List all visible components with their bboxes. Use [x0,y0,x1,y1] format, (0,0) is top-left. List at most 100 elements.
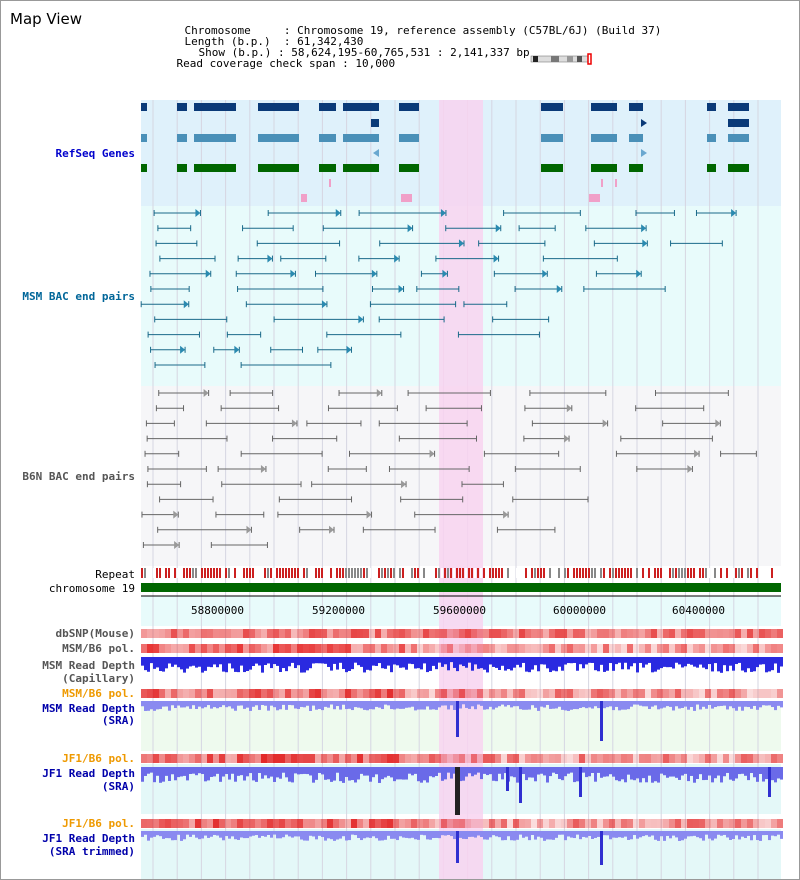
dbsnp-strip [681,629,687,638]
jf1-trim-depth-bar [147,831,150,841]
repeat-mark [318,568,320,578]
jf1-b6-pol-strip [381,819,387,828]
dbsnp-strip [213,629,219,638]
repeat-mark [552,568,554,578]
msm-sra-depth-bar [276,701,279,711]
jf1-sra-depth-bar [336,767,339,773]
msm-cap-depth-bar [285,657,288,672]
jf1-trim-depth-bar [483,831,486,840]
msm-sra-depth-bar [480,701,483,706]
repeat-mark [549,568,551,578]
jf1-trim-depth-bar [561,831,564,835]
jf1-sra-depth-bar [153,767,156,783]
msm-sra-depth-bar [717,701,720,707]
dbsnp-strip [255,629,261,638]
jf1-sra-depth-bar [630,767,633,780]
b6n-bac-pair [260,465,266,473]
msm-cap-depth-bar [756,657,759,668]
jf1-trim-depth-bar [231,831,234,837]
msm-bac-pair [636,269,642,278]
repeat-mark [453,568,455,578]
gene-feature [728,119,749,127]
length-value: 61,342,430 [297,35,364,48]
msm-b6-pol-strip [531,689,537,698]
b6n-bac-pair [503,510,509,519]
msm-sra-depth-bar [483,701,486,710]
msm-cap-depth-bar [519,657,522,668]
jf1-b6-pol-strip [417,754,423,763]
repeat-mark [474,568,476,578]
msm-cap-depth-bar [411,657,414,665]
jf1-trim-depth-bar [486,831,489,840]
repeat-mark [345,568,347,578]
msm-sra-depth-bar [318,701,321,709]
msm-sra-depth-bar [444,701,447,706]
msm-sra-depth-bar [399,701,402,709]
dbsnp-strip [375,629,381,638]
repeat-mark [270,568,272,578]
gene-feature [141,103,147,111]
repeat-mark [606,568,608,578]
jf1-trim-depth-bar [738,831,741,840]
jf1-trim-depth-bar [441,831,444,836]
chromosome-ideogram[interactable] [529,53,595,65]
jf1-trim-depth-bar [537,831,540,837]
msm-bac-pair [290,269,296,278]
jf1-trim-depth-bar [465,831,468,840]
dbsnp-strip [561,629,567,638]
repeat-mark [405,568,407,578]
msm-b6-pol-strip [621,689,627,698]
msm-sra-depth-bar [507,701,510,706]
repeat-mark [639,568,641,578]
jf1-trim-depth-bar [336,831,339,840]
gene-feature [629,134,643,142]
jf1-b6-pol-strip [513,819,519,828]
msm-bac-pair [234,345,240,354]
repeat-mark [228,568,230,578]
jf1-trim-depth-bar [726,831,729,838]
jf1-b6-pol-strip [327,819,333,828]
msm-b6-pol-strip [705,689,711,698]
msm-cap-depth-bar [564,657,567,665]
dbsnp-strip [351,629,357,638]
msm-b6-pol-strip [603,644,609,653]
jf1-trim-depth-bar [597,831,600,837]
jf1-b6-pol-strip [405,819,411,828]
jf1-sra-depth-bar [648,767,651,776]
gene-feature [373,149,379,157]
msm-sra-depth-bar [423,701,426,710]
jf1-b6-pol-strip [669,754,675,763]
track-label-jf1-b6-pol-1: JF1/B6 pol. [62,752,135,765]
jf1-sra-depth-bar [666,767,669,778]
msm-sra-depth-bar [321,701,324,711]
repeat-mark [759,568,761,578]
jf1-sra-depth-bar [474,767,477,775]
msm-b6-pol-strip [297,689,303,698]
msm-b6-pol-strip [585,689,591,698]
msm-b6-pol-strip [573,689,579,698]
jf1-b6-pol-strip [621,819,627,828]
msm-sra-depth-bar [189,701,192,709]
msm-cap-depth-bar [426,657,429,673]
jf1-sra-depth-bar [765,767,768,780]
jf1-trim-depth-bar [699,831,702,839]
track-label-jf1-b6-pol-2: JF1/B6 pol. [62,817,135,830]
msm-sra-depth-bar [519,701,522,710]
axis-tick-label: 59600000 [433,604,486,617]
dbsnp-strip [357,629,363,638]
msm-cap-depth-bar [225,657,228,673]
dbsnp-strip [663,629,669,638]
msm-b6-pol-strip [657,644,663,653]
repeat-mark [396,568,398,578]
dbsnp-strip [387,629,393,638]
jf1-trim-depth-bar [150,831,153,838]
msm-b6-pol-strip [261,644,267,653]
msm-b6-pol-strip [693,644,699,653]
msm-cap-depth-bar [657,657,660,670]
repeat-mark [579,568,581,578]
jf1-sra-depth-bar [312,767,315,783]
jf1-b6-pol-strip [237,754,243,763]
msm-b6-pol-strip [303,689,309,698]
msm-sra-depth-bar [714,701,717,708]
